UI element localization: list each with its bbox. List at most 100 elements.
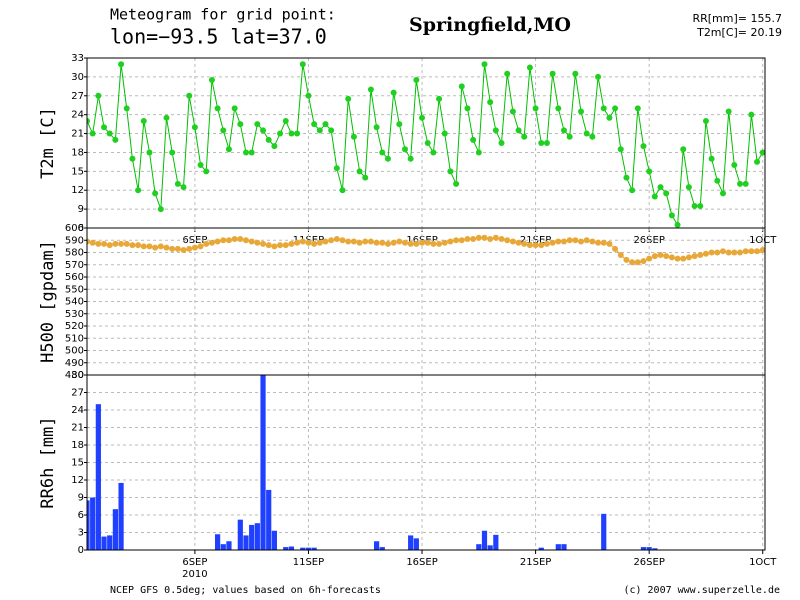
point [220,127,227,134]
point [663,190,670,197]
point [140,117,147,124]
point [407,155,414,162]
point [112,136,119,143]
point [754,248,761,255]
point [583,237,590,244]
point [248,238,255,245]
bar [555,544,561,550]
point [299,61,306,68]
point [118,240,125,247]
point [424,239,431,246]
point [191,244,198,251]
point [379,239,386,246]
point [759,149,765,156]
point [118,61,125,68]
bar [379,547,385,550]
point [95,240,102,247]
x-tick-label: 11SEP [293,557,324,568]
point [288,130,295,137]
point [646,255,653,262]
point [265,136,272,143]
point [566,133,573,140]
point [123,105,130,112]
point [640,143,647,150]
point [663,253,670,260]
point [123,240,130,247]
point [651,193,658,200]
point [719,190,726,197]
point [555,105,562,112]
point [163,114,170,121]
y-tick-label: 560 [65,272,84,283]
point [458,237,465,244]
y-tick-label: 530 [65,309,84,320]
point [89,239,96,246]
point [401,239,408,246]
point [271,143,278,150]
bar [112,509,118,550]
point [555,238,562,245]
point [697,251,704,258]
y-tick-label: 0 [78,545,84,556]
point [396,121,403,128]
point [87,238,90,245]
point [197,243,204,250]
point [339,237,346,244]
point [572,70,579,77]
point [396,238,403,245]
point [708,249,715,256]
bar [101,536,107,550]
point [180,184,187,191]
point [685,184,692,191]
point [242,149,249,156]
plot-area [87,58,765,228]
bar [476,544,482,550]
bar [226,541,232,550]
point [668,212,675,219]
bar [271,530,277,550]
bar [481,530,488,550]
point [436,95,443,102]
point [294,130,301,137]
point [475,149,482,156]
point [191,124,198,131]
point [311,121,318,128]
point [101,124,108,131]
point [612,245,619,252]
point [572,237,579,244]
y-tick-label: 6 [78,223,84,234]
point [260,127,267,134]
point [566,237,573,244]
y-tick-label: 590 [65,235,84,246]
point [504,70,511,77]
point [526,242,533,249]
point [430,149,437,156]
y-tick-label: 15 [71,458,84,469]
point [521,240,528,247]
point [504,237,511,244]
point [634,259,641,266]
point [685,254,692,261]
point [129,242,136,249]
point [737,249,744,256]
point [430,240,437,247]
point [225,146,232,153]
y-tick-label: 24 [71,405,84,416]
source: NCEP GFS 0.5deg; values based on 6h-fore… [110,585,381,596]
y-tick-label: 490 [65,358,84,369]
point [169,245,176,252]
point [612,105,619,112]
point [208,239,215,246]
point [549,70,556,77]
point [379,149,386,156]
point [532,242,539,249]
point [691,202,698,209]
y-tick-label: 21 [71,129,84,140]
point [277,242,284,249]
point [203,168,210,175]
point [691,253,698,260]
point [106,130,113,137]
bar [561,544,567,550]
point [560,238,567,245]
point [475,234,482,241]
